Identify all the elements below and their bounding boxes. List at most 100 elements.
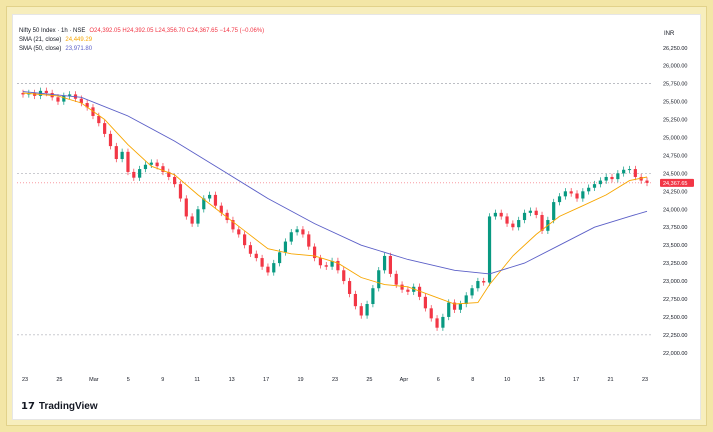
candle-body (295, 229, 299, 233)
candle-body (254, 253, 258, 259)
candle-body (359, 306, 363, 316)
y-tick-label: 22,750.00 (663, 297, 687, 303)
y-tick-label: 24,250.00 (663, 189, 687, 195)
candle-body (330, 260, 334, 267)
y-tick-label: 22,000.00 (663, 351, 687, 357)
x-tick-label: Apr (400, 377, 409, 383)
candle-body (563, 191, 567, 197)
candle-body (190, 216, 194, 224)
x-tick-label: 23 (332, 377, 338, 383)
candle-body (587, 187, 591, 192)
candle-body (103, 123, 107, 134)
candle-body (423, 296, 427, 309)
candle-body (202, 198, 206, 210)
candle-body (517, 220, 521, 228)
candle-body (482, 281, 486, 283)
candle-body (522, 212, 527, 221)
y-tick-label: 24,500.00 (663, 171, 687, 177)
x-tick-label: 8 (471, 377, 474, 383)
candle-body (639, 176, 643, 181)
candle-body (645, 180, 649, 183)
candle-body (540, 215, 544, 231)
candle-body (487, 216, 492, 283)
legend-sma50-value: 23,971.80 (65, 46, 93, 52)
candle-body (616, 173, 620, 180)
candle-body (447, 302, 451, 317)
x-tick-label: 11 (194, 377, 200, 383)
x-tick-label: 19 (297, 377, 303, 383)
candle-body (21, 92, 25, 95)
y-tick-label: 25,250.00 (663, 118, 687, 124)
candle-body (155, 162, 159, 167)
y-tick-label: 25,000.00 (663, 135, 687, 141)
x-tick-label: 5 (127, 377, 130, 383)
y-tick-label: 22,250.00 (663, 333, 687, 339)
candle-body (324, 265, 328, 267)
candle-body (505, 216, 509, 224)
candle-body (248, 245, 253, 254)
candle-body (79, 98, 83, 104)
x-tick-label: 10 (504, 377, 510, 383)
candle-body (318, 258, 323, 266)
price-chart[interactable]: 26,250.00 26,000.00 25,750.00 25,500.00 25,2… (13, 15, 702, 421)
y-tick-label: 24,000.00 (663, 207, 687, 213)
candle-body (260, 258, 264, 267)
candle-body (161, 166, 165, 172)
candle-body (126, 151, 130, 172)
legend-sma50-label: SMA (50, close) (19, 46, 62, 52)
candle-body (528, 210, 532, 213)
x-tick-label: 17 (263, 377, 269, 383)
x-tick-label: 23 (642, 377, 648, 383)
candle-body (85, 103, 89, 108)
y-tick-label: 23,750.00 (663, 225, 687, 231)
y-tick-label: 23,250.00 (663, 261, 687, 267)
candle-body (552, 202, 556, 221)
candle-body (301, 229, 305, 235)
candle-body (219, 205, 223, 213)
candle-body (604, 176, 608, 181)
candle-body (138, 169, 142, 178)
candle-body (289, 232, 293, 242)
candle-body (534, 210, 538, 216)
candle-body (336, 260, 340, 271)
candle-body (272, 263, 276, 273)
candle-body (470, 288, 474, 296)
candle-body (377, 270, 381, 289)
candle-body (476, 281, 480, 289)
candle-body (569, 191, 573, 194)
candle-body (499, 212, 503, 217)
x-tick-label: 17 (573, 377, 579, 383)
candle-body (143, 164, 148, 170)
candle-body (132, 171, 136, 178)
candle-body (56, 97, 60, 102)
last-price-tag (660, 178, 694, 187)
candle-body (33, 92, 37, 96)
sma50-line (22, 91, 648, 275)
candle-body (435, 318, 439, 328)
tradingview-mark-icon: 17 (21, 401, 35, 412)
x-tick-label: 25 (56, 377, 62, 383)
legend-symbol: Nifty 50 Index · 1h · NSE (19, 28, 86, 34)
candle-body (62, 95, 66, 102)
candle-body (592, 184, 597, 188)
candle-body (243, 234, 247, 246)
candle-body (400, 284, 404, 290)
x-tick-label: 13 (229, 377, 235, 383)
candle-body (184, 198, 188, 217)
last-price-label: 24,367.65 (663, 181, 687, 187)
candle-body (231, 220, 235, 230)
candle-body (167, 171, 171, 177)
y-tick-label: 23,000.00 (663, 279, 687, 285)
x-tick-label: 9 (161, 377, 164, 383)
x-tick-label: 23 (22, 377, 28, 383)
candle-body (441, 316, 445, 328)
candle-body (312, 246, 317, 259)
candle-body (429, 308, 433, 319)
candle-body (365, 304, 369, 316)
candle-body (120, 151, 124, 160)
candle-body (627, 169, 632, 171)
chart-legend: Nifty 50 Index · 1h · NSE O24,392.05 H24,… (19, 27, 264, 54)
legend-ohlc: O24,392.05 H24,392.05 L24,356.70 C24,367… (89, 28, 265, 34)
y-tick-label: 24,750.00 (663, 153, 687, 159)
candle-body (196, 209, 200, 224)
